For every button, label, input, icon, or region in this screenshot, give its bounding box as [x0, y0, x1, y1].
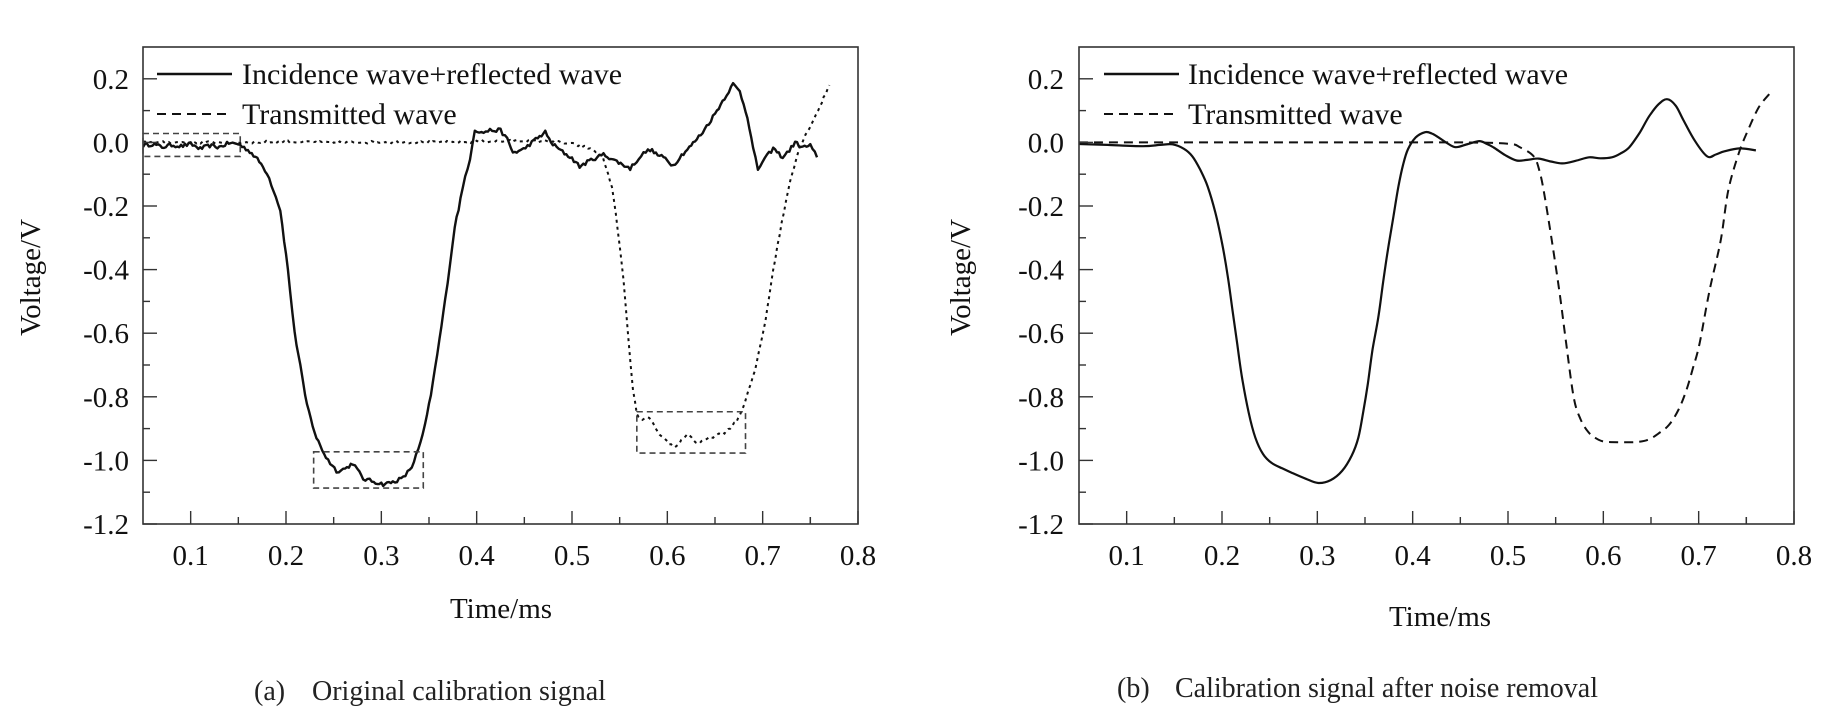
y-tick-label: 0.2: [1028, 64, 1064, 96]
x-tick-label: 0.5: [1490, 540, 1526, 572]
x-tick-label: 0.6: [649, 540, 685, 572]
y-tick-label: -0.4: [83, 255, 129, 287]
incidence-reflected-wave-line: [1079, 98, 1757, 485]
panel-b-x-axis: 0.1 0.2 0.3 0.4 0.5 0.6 0.7 0.8: [1109, 511, 1812, 572]
x-tick-label: 0.7: [745, 540, 781, 572]
x-tick-label: 0.2: [268, 540, 304, 572]
panel-b-denoised-signal: 0.1 0.2 0.3 0.4 0.5 0.6 0.7 0.8 0.2 0.0 -0.2 -0.4 -…: [945, 46, 1812, 704]
y-tick-label: -1.0: [83, 445, 129, 477]
y-tick-label: -0.8: [1018, 382, 1064, 414]
panel-a-plot-frame: [142, 46, 859, 525]
y-tick-label: 0.2: [93, 64, 129, 96]
incidence-reflected-wave-line: [143, 81, 819, 488]
x-tick-label: 0.8: [840, 540, 876, 572]
panel-a-y-axis: 0.2 0.0 -0.2 -0.4 -0.6 -0.8 -1.0 -1.2: [83, 64, 157, 541]
panel-b-plot-area: [1079, 93, 1770, 485]
legend-label-transmitted: Transmitted wave: [242, 98, 457, 131]
panel-b-caption-text: Calibration signal after noise removal: [1175, 673, 1598, 704]
y-tick-label: -0.4: [1018, 255, 1064, 287]
panel-b-caption-label: (b): [1117, 673, 1150, 704]
x-tick-label: 0.1: [173, 540, 209, 572]
y-tick-label: -1.2: [83, 509, 129, 541]
legend-label-transmitted: Transmitted wave: [1188, 98, 1403, 131]
y-tick-label: 0.0: [93, 127, 129, 159]
panel-a-caption-label: (a): [254, 676, 285, 707]
panel-b-legend: Incidence wave+reflected wave Transmitte…: [1104, 58, 1568, 131]
panel-a-caption-text: Original calibration signal: [312, 676, 606, 707]
dashed-highlight-box: [636, 410, 747, 454]
legend-label-incidence-reflected: Incidence wave+reflected wave: [242, 58, 622, 91]
panel-a-x-axis: 0.1 0.2 0.3 0.4 0.5 0.6 0.7 0.8: [173, 511, 876, 572]
panel-a-x-axis-title: Time/ms: [450, 593, 552, 625]
y-tick-label: 0.0: [1028, 127, 1064, 159]
dashed-highlight-box: [312, 451, 425, 489]
x-tick-label: 0.3: [1299, 540, 1335, 572]
y-tick-label: -1.0: [1018, 445, 1064, 477]
panel-b-y-axis: 0.2 0.0 -0.2 -0.4 -0.6 -0.8 -1.0 -1.2: [1018, 64, 1093, 541]
x-tick-label: 0.5: [554, 540, 590, 572]
transmitted-wave-line: [143, 84, 831, 449]
y-tick-label: -0.2: [83, 191, 129, 223]
y-tick-label: -0.2: [1018, 191, 1064, 223]
x-tick-label: 0.1: [1109, 540, 1145, 572]
x-tick-label: 0.2: [1204, 540, 1240, 572]
x-tick-label: 0.8: [1776, 540, 1812, 572]
panel-b-x-axis-title: Time/ms: [1389, 601, 1491, 633]
panel-a-y-axis-title: Voltage/V: [15, 219, 47, 336]
x-tick-label: 0.7: [1681, 540, 1717, 572]
legend-label-incidence-reflected: Incidence wave+reflected wave: [1188, 58, 1568, 91]
x-tick-label: 0.6: [1585, 540, 1621, 572]
y-tick-label: -0.6: [1018, 318, 1064, 350]
panel-a-original-signal: 0.1 0.2 0.3 0.4 0.5 0.6 0.7 0.8 0.2 0.0 -0.2 -0.4 -…: [15, 46, 876, 707]
x-tick-label: 0.4: [459, 540, 496, 572]
x-tick-label: 0.4: [1395, 540, 1432, 572]
x-tick-label: 0.3: [363, 540, 399, 572]
panel-a-legend: Incidence wave+reflected wave Transmitte…: [157, 58, 622, 131]
y-tick-label: -0.8: [83, 382, 129, 414]
y-tick-label: -1.2: [1018, 509, 1064, 541]
panel-b-plot-frame: [1078, 46, 1795, 525]
transmitted-wave-line: [1079, 93, 1770, 444]
panel-a-plot-area: [143, 81, 831, 488]
panel-b-y-axis-title: Voltage/V: [945, 219, 977, 336]
y-tick-label: -0.6: [83, 318, 129, 350]
